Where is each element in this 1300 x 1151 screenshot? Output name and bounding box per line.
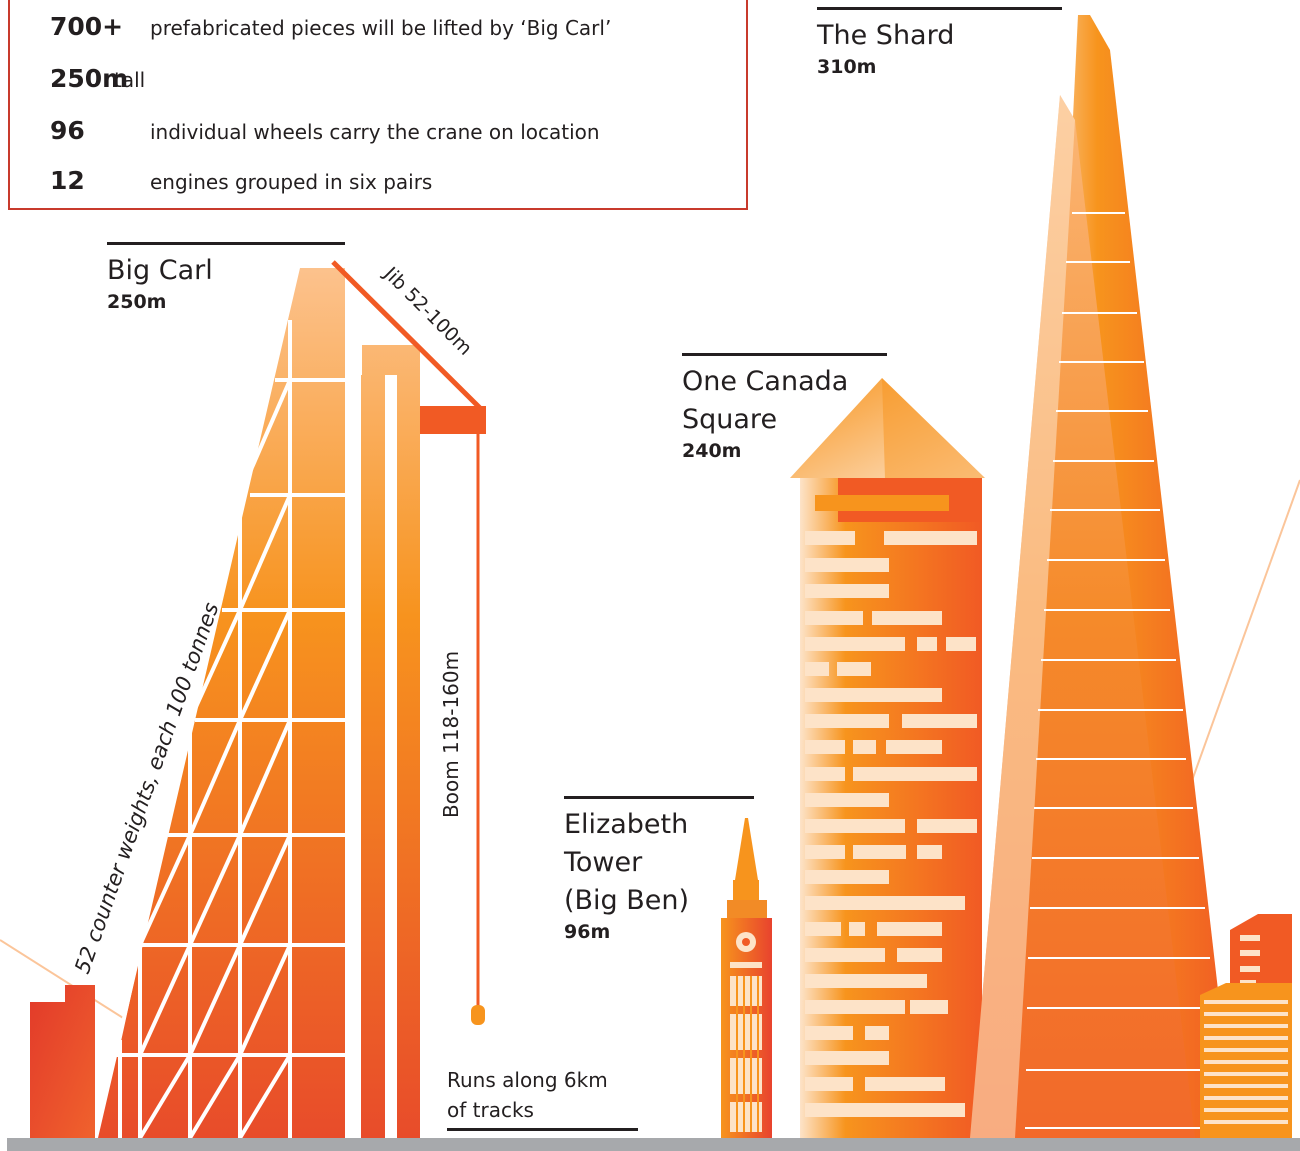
background-buildings (1200, 914, 1292, 1138)
structure-height: 240m (682, 440, 742, 462)
fact-row: 700+ prefabricated pieces will be lifted… (50, 12, 611, 41)
structure-height: 96m (564, 921, 611, 943)
tracks-note-rule (447, 1128, 638, 1131)
ground (7, 1138, 1300, 1151)
fact-row: 250m tall (50, 64, 145, 93)
tracks-note-line1: Runs along 6km (447, 1068, 608, 1092)
tracks-note-line2: of tracks (447, 1098, 534, 1122)
structure-name: Big Carl (107, 255, 213, 286)
elizabeth-tower-building (721, 818, 772, 1138)
fact-text: prefabricated pieces will be lifted by ‘… (150, 16, 612, 40)
fact-number: 250m (50, 64, 129, 93)
structure-name: Elizabeth Tower (Big Ben) (564, 809, 690, 916)
the-shard-label: The Shard 310m (817, 7, 1062, 79)
structure-height: 250m (107, 291, 167, 313)
fact-number: 700+ (50, 12, 124, 41)
fact-text: tall (114, 68, 146, 92)
elizabeth-tower-label: Elizabeth Tower (Big Ben) 96m (564, 796, 754, 944)
structure-name: The Shard (817, 20, 955, 51)
the-shard-building (970, 15, 1235, 1138)
facts-panel: 700+ prefabricated pieces will be lifted… (8, 0, 748, 210)
structure-height: 310m (817, 56, 877, 78)
fact-text: engines grouped in six pairs (150, 170, 433, 194)
boom-annotation: Boom 118-160m (439, 651, 463, 818)
big-carl-crane (30, 260, 486, 1140)
structure-name: One Canada Square (682, 366, 849, 435)
fact-number: 12 (50, 166, 85, 195)
one-canada-square-building (790, 378, 985, 1138)
one-canada-square-label: One Canada Square 240m (682, 353, 887, 463)
fact-row: 96 individual wheels carry the crane on … (50, 116, 600, 145)
fact-text: individual wheels carry the crane on loc… (150, 120, 600, 144)
big-carl-label: Big Carl 250m (107, 242, 345, 314)
fact-number: 96 (50, 116, 85, 145)
fact-row: 12 engines grouped in six pairs (50, 166, 432, 195)
